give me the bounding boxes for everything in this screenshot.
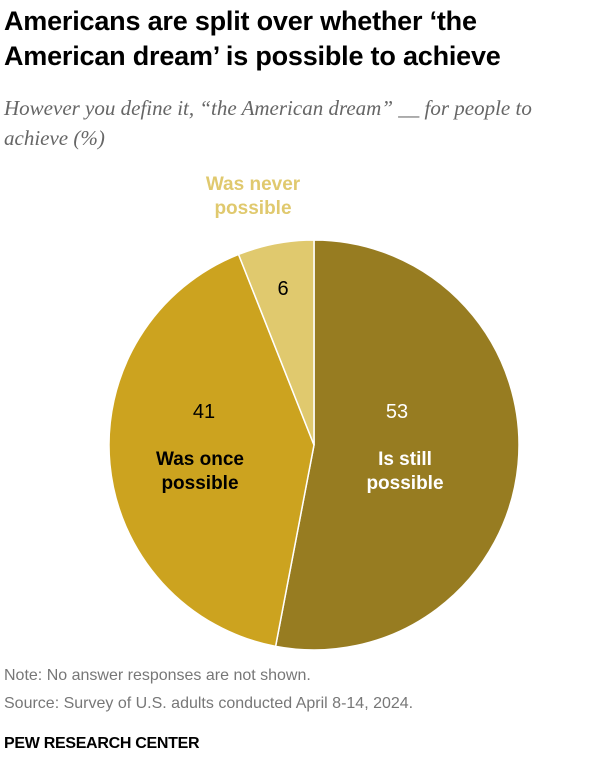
slice-label-was-once-possible: Was once possible (156, 449, 244, 494)
chart-subtitle: However you define it, “the American dre… (4, 96, 532, 150)
chart-source: Source: Survey of U.S. adults conducted … (4, 695, 414, 712)
pie-slice-was-never-possible (237, 239, 315, 446)
chart-title: Americans are split over whether ‘the Am… (4, 6, 501, 71)
slice-value-label: 53 (386, 401, 408, 423)
pie-slice-is-still-possible (274, 239, 520, 651)
brand-label: PEW RESEARCH CENTER (4, 735, 200, 752)
chart-note: Note: No answer responses are not shown. (4, 667, 311, 684)
pie-slice-was-once-possible (108, 253, 315, 648)
slice-value-label: 6 (277, 278, 288, 300)
slice-value-label: 41 (193, 401, 215, 423)
slice-label-was-never-possible: Was never possible (205, 174, 301, 219)
slice-label-is-still-possible: Is still possible (366, 449, 444, 494)
